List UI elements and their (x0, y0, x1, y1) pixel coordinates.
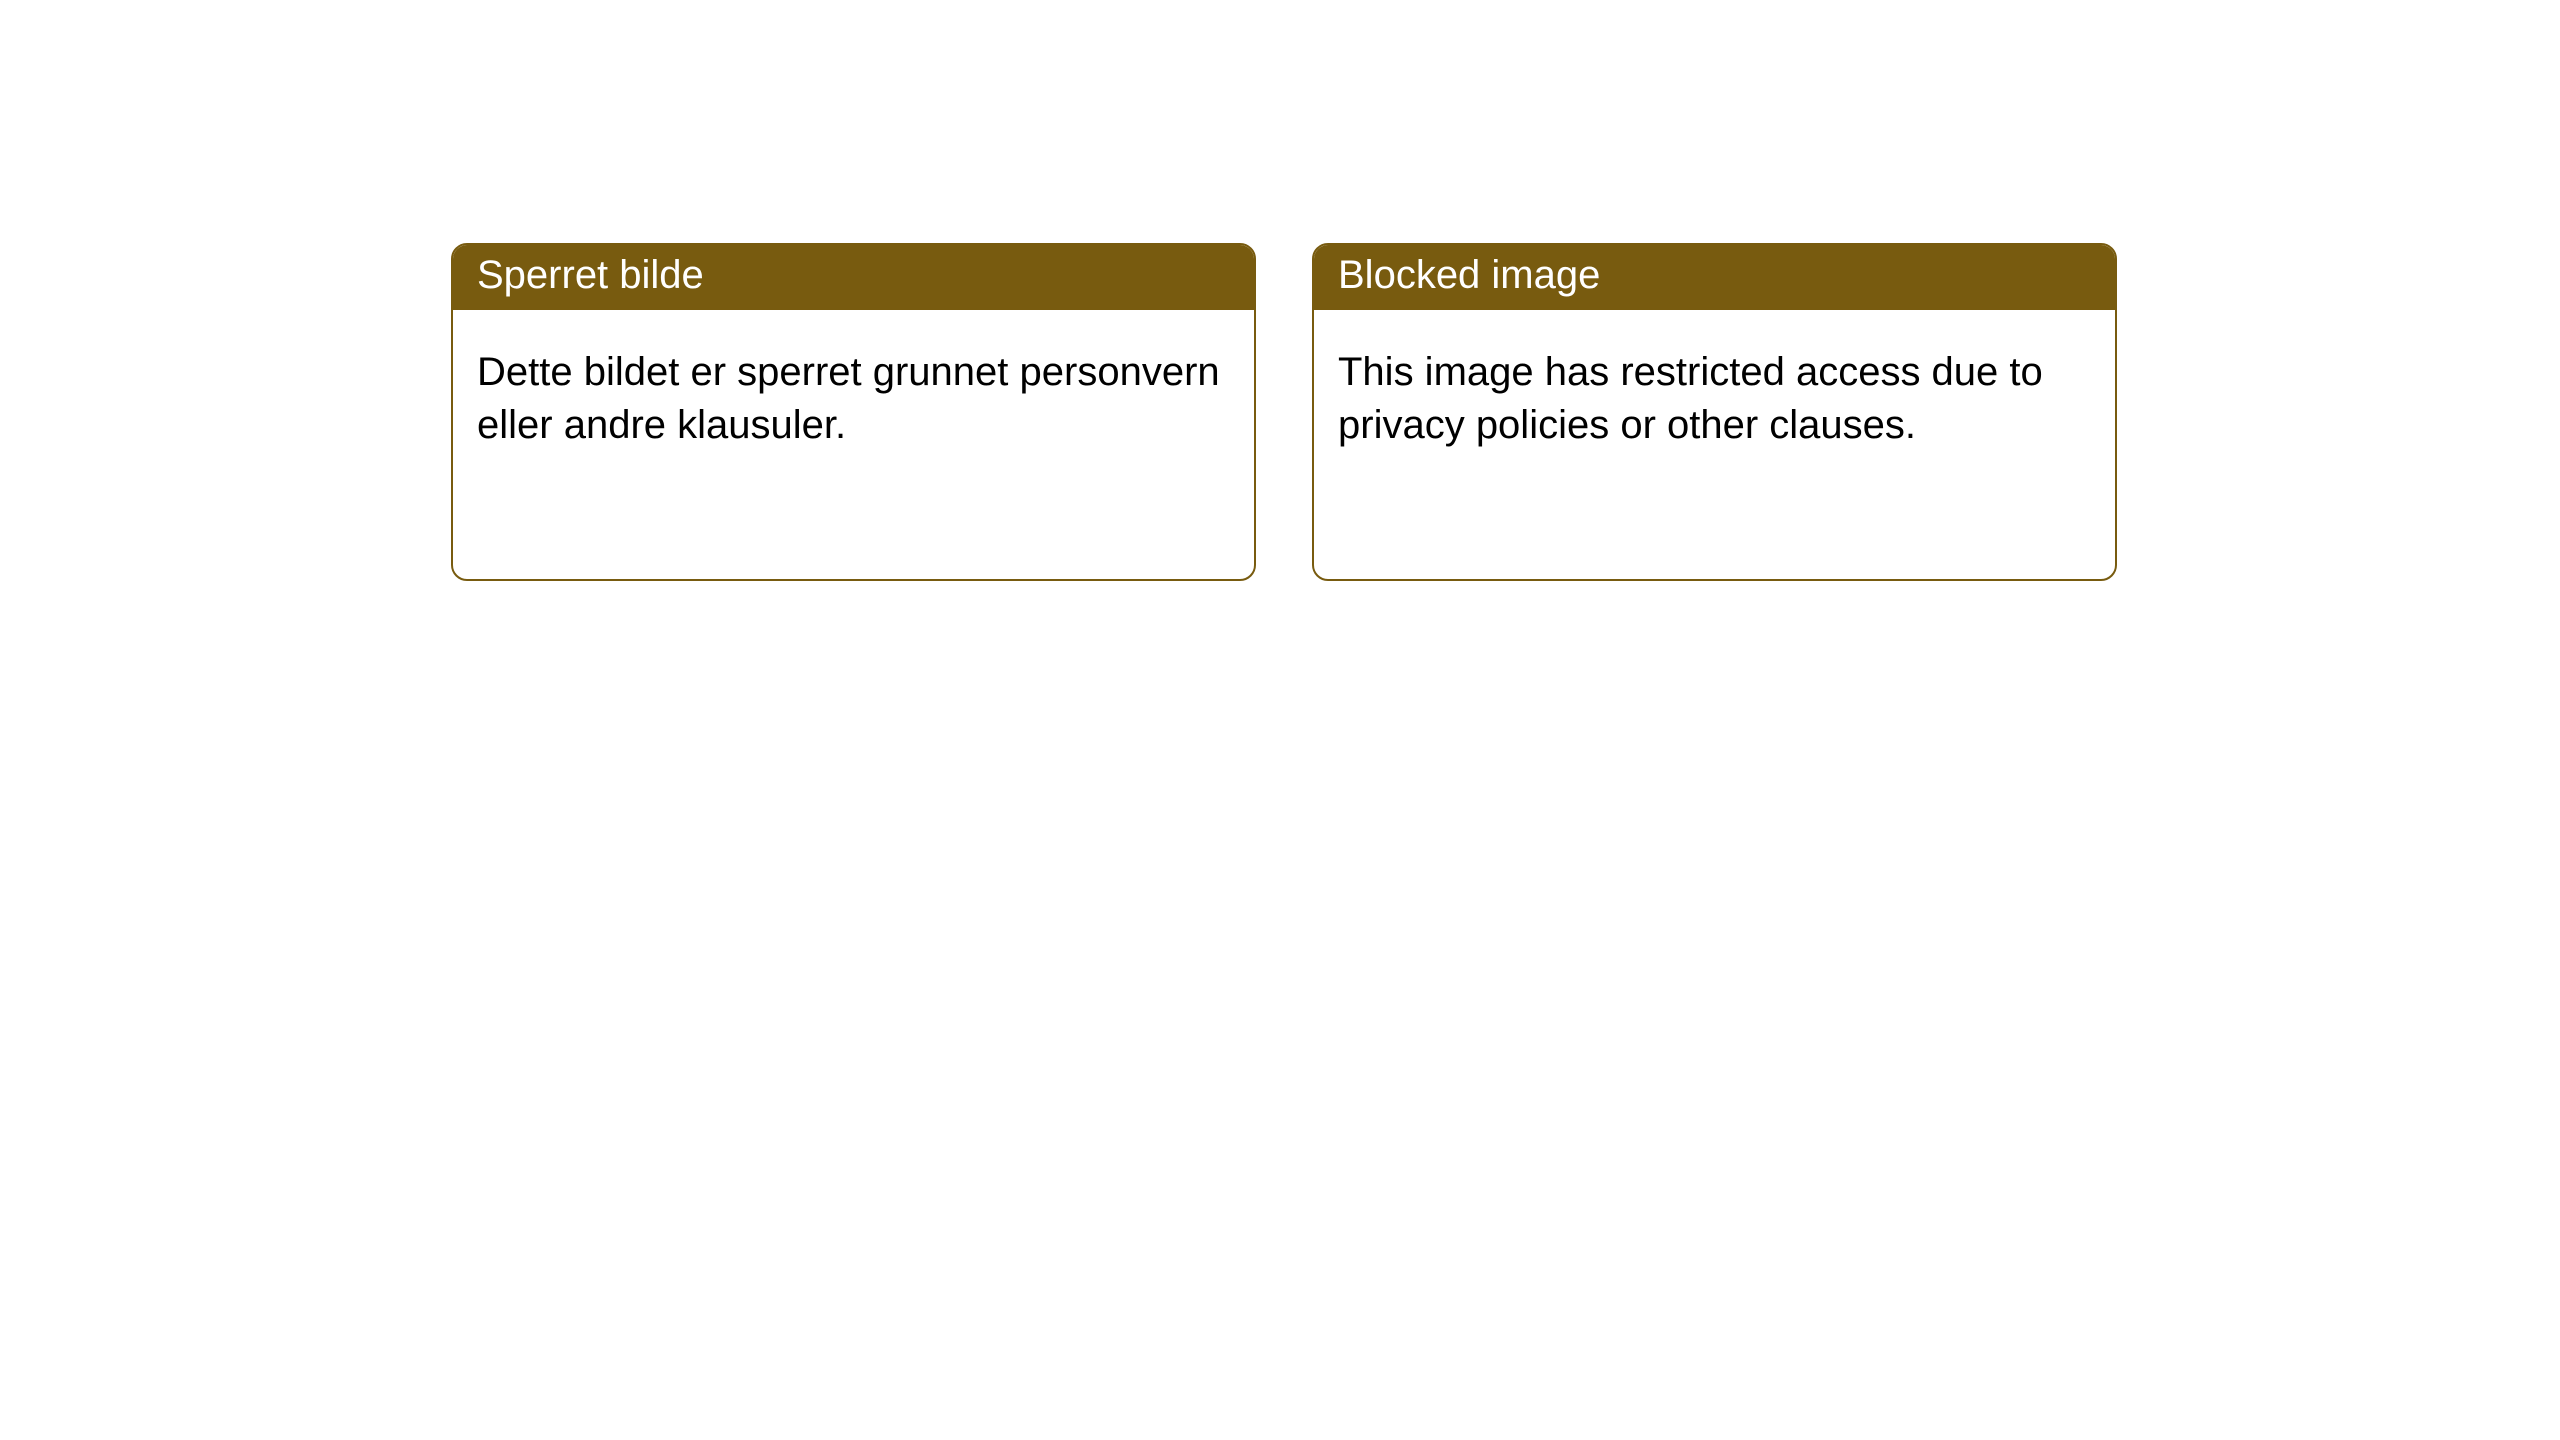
card-title: Sperret bilde (477, 253, 704, 297)
card-body: This image has restricted access due to … (1314, 310, 2115, 476)
card-body: Dette bildet er sperret grunnet personve… (453, 310, 1254, 476)
notice-container: Sperret bilde Dette bildet er sperret gr… (0, 0, 2560, 581)
card-body-text: Dette bildet er sperret grunnet personve… (477, 350, 1220, 447)
card-title: Blocked image (1338, 253, 1600, 297)
card-header: Blocked image (1314, 245, 2115, 310)
card-header: Sperret bilde (453, 245, 1254, 310)
notice-card-norwegian: Sperret bilde Dette bildet er sperret gr… (451, 243, 1256, 581)
notice-card-english: Blocked image This image has restricted … (1312, 243, 2117, 581)
card-body-text: This image has restricted access due to … (1338, 350, 2043, 447)
